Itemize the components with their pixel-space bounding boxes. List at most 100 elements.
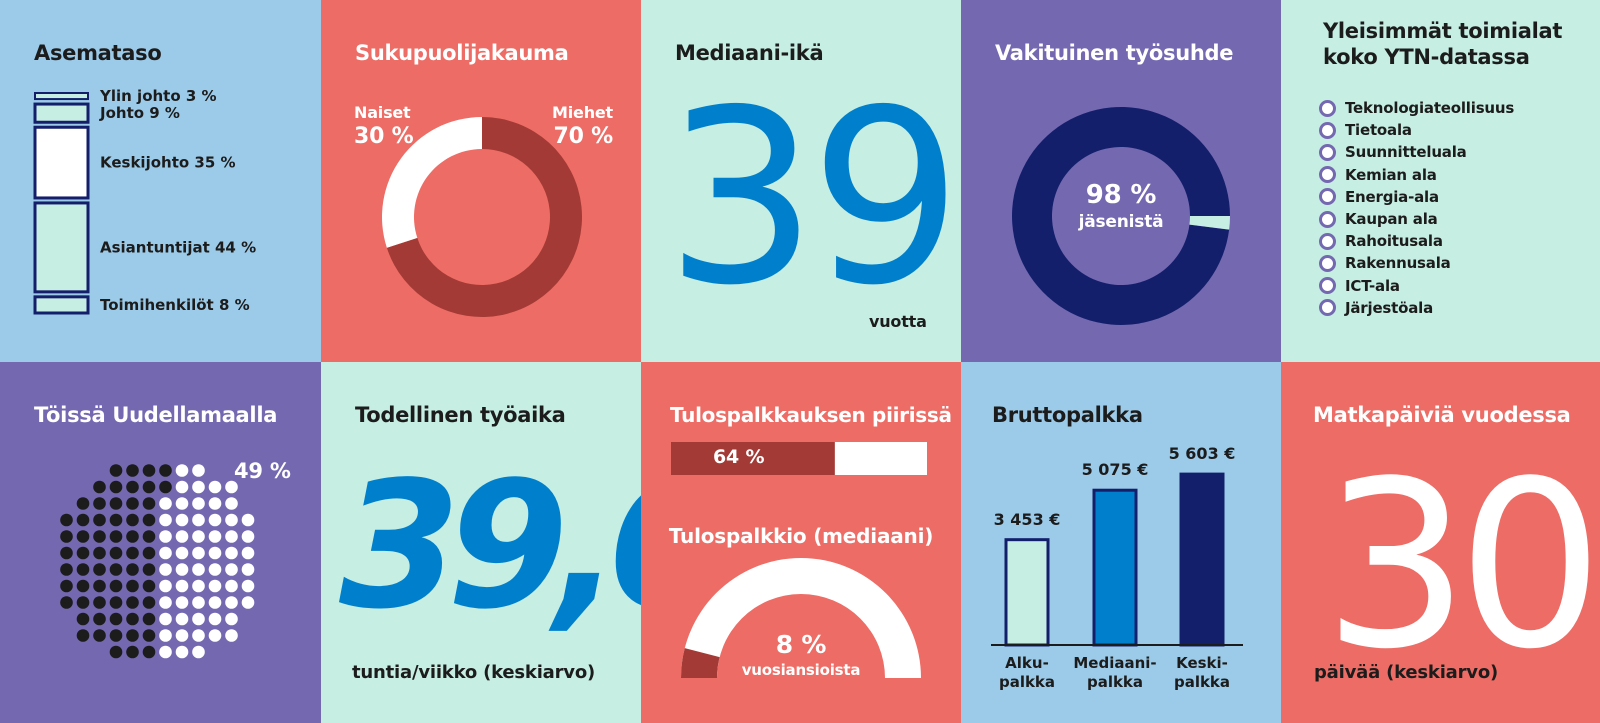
uusimaa-dot <box>60 596 73 609</box>
uusimaa-dot <box>126 612 139 626</box>
uusimaa-dot <box>109 497 123 510</box>
uusimaa-dot <box>208 612 222 626</box>
uusimaa-dot <box>159 546 172 560</box>
uusimaa-dot <box>241 596 255 609</box>
bruttopalkka-value-label: 5 075 € <box>1081 460 1149 480</box>
uusimaa-dot <box>126 579 139 593</box>
uusimaa-dot <box>192 530 205 543</box>
uusimaa-dot <box>109 563 123 576</box>
uusimaa-dot <box>192 596 205 609</box>
toimiala-item: ICT-ala <box>1319 276 1400 296</box>
toimiala-item: Kemian ala <box>1319 165 1437 185</box>
bruttopalkka-category-line1: Mediaani- <box>1073 654 1157 672</box>
uusimaa-dot <box>192 645 205 659</box>
uusimaa-dot <box>175 497 189 510</box>
ring-bullet-icon <box>1319 232 1336 250</box>
ring-bullet-icon <box>1319 121 1336 139</box>
ring-bullet-icon <box>1319 188 1336 206</box>
uusimaa-dot <box>109 530 123 543</box>
toimiala-label: Teknologiateollisuus <box>1345 99 1515 117</box>
toimiala-item: Teknologiateollisuus <box>1319 98 1514 118</box>
uusimaa-dot <box>60 513 73 527</box>
uusimaa-dot <box>142 546 156 560</box>
uusimaa-dot <box>109 645 123 659</box>
uusimaa-dot <box>142 612 156 626</box>
asemataso-bar-3 <box>33 201 90 294</box>
bruttopalkka-chart <box>991 472 1243 647</box>
toimiala-item: Energia-ala <box>1319 187 1439 207</box>
uusimaa-dot <box>60 563 73 576</box>
bruttopalkka-bar-2 <box>1179 472 1225 647</box>
uusimaa-dot <box>142 480 156 494</box>
asemataso-label-3: Asiantuntijat 44 % <box>100 238 256 256</box>
uusimaa-dot <box>93 612 106 626</box>
uusimaa-dot <box>225 546 238 560</box>
panel-tyoaika: Todellinen työaika 39,6 tuntia/viikko (k… <box>321 362 641 723</box>
uusimaa-dot <box>175 464 189 477</box>
uusimaa-dot <box>208 629 222 642</box>
uusimaa-dot-chart <box>60 464 255 659</box>
uusimaa-dot <box>76 596 90 609</box>
bruttopalkka-title: Bruttopalkka <box>992 403 1143 427</box>
uusimaa-dot <box>192 497 205 510</box>
donut-slice-naiset <box>382 116 482 248</box>
uusimaa-dot <box>208 530 222 543</box>
uusimaa-dot <box>159 480 172 494</box>
uusimaa-dot <box>126 530 139 543</box>
toimiala-label: Rahoitusala <box>1345 232 1443 251</box>
uusimaa-dot <box>241 579 255 593</box>
tulospalkkaus-chart <box>671 442 927 678</box>
ring-bullet-icon <box>1319 166 1336 184</box>
uusimaa-dot <box>225 513 238 527</box>
bruttopalkka-value-label: 3 453 € <box>993 509 1061 529</box>
uusimaa-dot <box>192 513 205 527</box>
uusimaa-dot <box>76 546 90 560</box>
uusimaa-dot <box>241 563 255 576</box>
uusimaa-dot <box>208 513 222 527</box>
bruttopalkka-category-label: Alku-palkka <box>982 654 1072 692</box>
asemataso-label-1: Johto 9 % <box>99 104 180 122</box>
toimialat-title-line1: Yleisimmät toimialat <box>1323 19 1563 43</box>
tyoaika-title: Todellinen työaika <box>355 403 566 427</box>
panel-uusimaa: Töissä Uudellamaalla 49 % <box>0 362 321 723</box>
bruttopalkka-bar-0 <box>1004 538 1050 647</box>
uusimaa-dot <box>175 513 189 527</box>
bruttopalkka-category-line1: Alku- <box>1005 654 1049 672</box>
uusimaa-dot <box>142 563 156 576</box>
mediaani-ika-title: Mediaani-ikä <box>675 41 824 65</box>
uusimaa-dot <box>241 546 255 560</box>
toimiala-item: Kaupan ala <box>1319 209 1438 229</box>
uusimaa-dot <box>109 480 123 494</box>
uusimaa-dot <box>109 612 123 626</box>
uusimaa-dot <box>93 563 106 576</box>
vakituinen-center-value: 98 % <box>1085 180 1157 210</box>
uusimaa-dot <box>126 645 139 659</box>
toimiala-item: Järjestöala <box>1319 298 1433 318</box>
uusimaa-title: Töissä Uudellamaalla <box>34 403 278 427</box>
uusimaa-dot <box>159 464 172 477</box>
tulospalkkaus-bar-label: 64 % <box>713 446 765 468</box>
uusimaa-dot <box>159 563 172 576</box>
toimiala-label: Energia-ala <box>1345 187 1439 206</box>
tulospalkkio-subtitle: Tulospalkkio (mediaani) <box>668 524 934 548</box>
ring-bullet-icon <box>1319 99 1336 117</box>
naiset-value: 30 % <box>354 124 414 149</box>
uusimaa-dot <box>192 464 205 477</box>
uusimaa-dot <box>93 513 106 527</box>
uusimaa-dot <box>159 612 172 626</box>
uusimaa-dot <box>175 596 189 609</box>
toimiala-label: ICT-ala <box>1345 276 1400 295</box>
uusimaa-dot <box>109 579 123 593</box>
panel-matkapaivat: Matkapäiviä vuodessa 30 päivää (keskiarv… <box>1281 362 1600 723</box>
toimiala-label: Järjestöala <box>1345 298 1434 317</box>
uusimaa-value: 49 % <box>234 459 291 483</box>
uusimaa-dot <box>126 563 139 576</box>
uusimaa-dot <box>142 530 156 543</box>
panel-vakituinen: Vakituinen työsuhde 98 % jäsenistä <box>961 0 1281 362</box>
gauge-value: 8 % <box>775 630 827 659</box>
bruttopalkka-category-line2: palkka <box>1173 673 1231 691</box>
asemataso-title: Asemataso <box>34 41 162 65</box>
toimiala-label: Tietoala <box>1345 121 1412 140</box>
panel-bruttopalkka: Bruttopalkka 3 453 € Alku-palkka 5 075 € Me… <box>961 362 1281 723</box>
